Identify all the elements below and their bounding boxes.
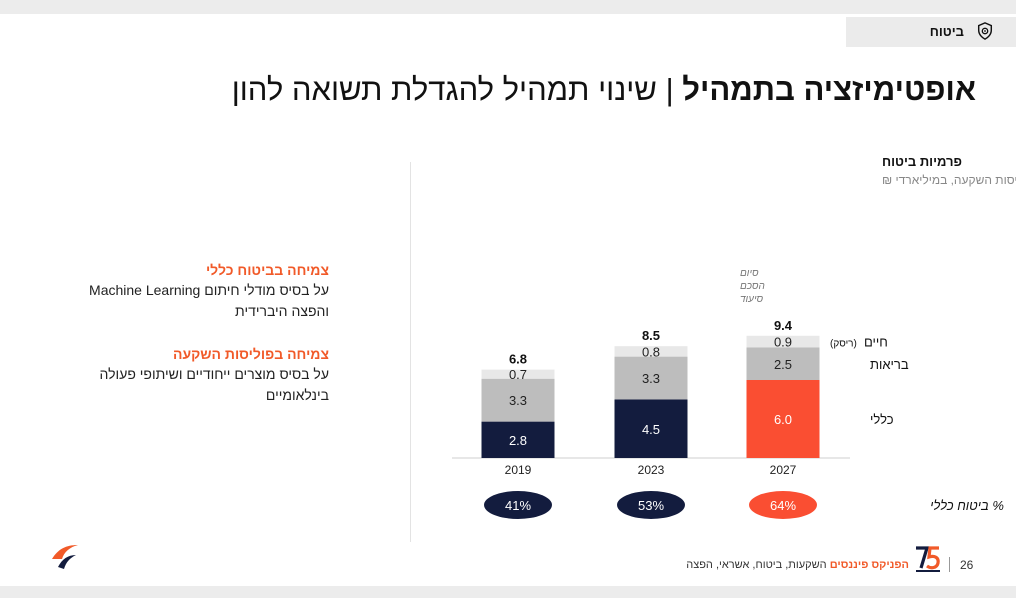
footer-brand: הפניקס פיננסים השקעות, ביטוח, אשראי, הפצ… [686, 559, 909, 571]
legend-health: בריאות [870, 357, 909, 372]
chart-title: פרמיות ביטוח [882, 154, 962, 169]
shield-gear-icon [977, 22, 993, 40]
bar-segment [746, 380, 820, 458]
bullets-panel: צמיחה בביטוח כללי על בסיס מודלי חיתום Ma… [69, 262, 329, 406]
page-title-bold: אופטימיזציה בתמהיל [682, 72, 976, 107]
bar-segment [614, 346, 688, 357]
x-tick-label: 2019 [505, 463, 532, 477]
legend-life-note: (ריסק) [830, 339, 857, 350]
bar-value-label: 6.0 [774, 412, 792, 427]
bar-segment [481, 369, 555, 379]
annotation-line: סיום [740, 268, 759, 279]
slide: ביטוח אופטימיזציה בתמהיל | שינוי תמהיל ל… [0, 14, 1016, 586]
legend-general: כללי [870, 412, 894, 427]
page-title: אופטימיזציה בתמהיל | שינוי תמהיל להגדלת … [232, 72, 976, 108]
bar-segment [614, 356, 688, 400]
section-tag: ביטוח [846, 17, 1016, 47]
share-pill [749, 491, 817, 519]
page-title-separator: | [656, 72, 683, 107]
bar-total-label: 6.8 [509, 352, 527, 367]
bar-value-label: 2.5 [774, 357, 792, 372]
share-pill-label: 41% [505, 498, 531, 513]
bar-segment [481, 421, 555, 458]
bar-segment [481, 378, 555, 422]
share-pill [484, 491, 552, 519]
bar-value-label: 0.9 [774, 335, 792, 350]
page-number: 26 [960, 558, 974, 572]
bar-value-label: 0.8 [642, 344, 660, 359]
x-tick-label: 2027 [770, 463, 797, 477]
legend-life: חיים [864, 335, 888, 350]
bar-segment [746, 347, 820, 380]
section-tag-label: ביטוח [929, 24, 964, 39]
bar-value-label: 0.7 [509, 367, 527, 382]
share-pill [617, 491, 685, 519]
bullet-title-2: צמיחה בפוליסות השקעה [173, 346, 329, 362]
bar-value-label: 2.8 [509, 433, 527, 448]
brand-name: הפניקס פיננסים [829, 559, 909, 571]
annotation-line: הסכם [740, 281, 765, 292]
share-pill-label: 53% [638, 498, 664, 513]
bullet-title-1: צמיחה בביטוח כללי [205, 262, 329, 278]
bar-segment [614, 399, 688, 458]
page-title-rest: שינוי תמהיל להגדלת תשואה להון [231, 72, 657, 107]
bar-total-label: 8.5 [642, 328, 660, 343]
share-pill-label: 64% [770, 498, 796, 513]
phoenix-bird-icon [52, 545, 78, 569]
footer-separator [949, 557, 950, 572]
bar-value-label: 3.3 [642, 371, 660, 386]
bar-segment [746, 335, 820, 348]
phoenix-75-logo-icon [916, 546, 940, 572]
bullet-body-2: על בסיס מוצרים ייחודיים ושיתופי פעולה בי… [99, 366, 329, 403]
bar-value-label: 3.3 [509, 393, 527, 408]
brand-tagline: השקעות, ביטוח, אשראי, הפצה [686, 559, 830, 571]
share-row-label: % ביטוח כללי [930, 498, 1004, 513]
bullet-body-1: על בסיס מודלי חיתום Machine Learning והפ… [89, 282, 329, 319]
vertical-divider [410, 162, 411, 542]
bar-value-label: 4.5 [642, 422, 660, 437]
annotation-line: סיעוד [740, 294, 764, 305]
bar-total-label: 9.4 [774, 318, 793, 333]
x-tick-label: 2023 [638, 463, 665, 477]
